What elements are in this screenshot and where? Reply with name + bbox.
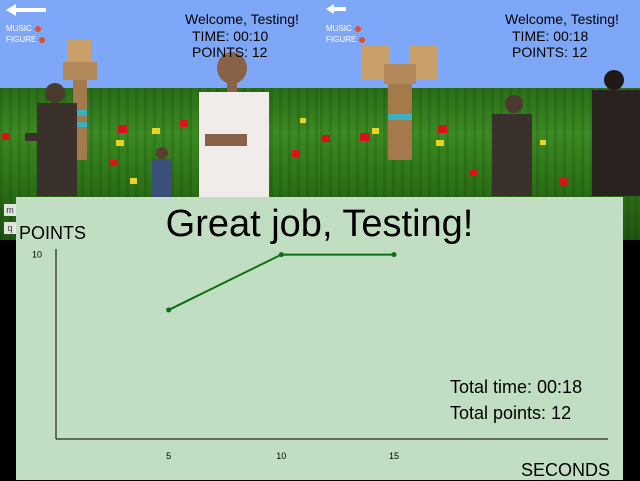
person-background <box>152 147 172 197</box>
person-left <box>25 83 77 196</box>
points-chart: 5 10 15 10 <box>32 249 608 461</box>
person-left <box>492 95 532 196</box>
x-tick-label: 15 <box>389 451 399 461</box>
points-readout: POINTS: 12 <box>192 44 268 60</box>
blocky-figure <box>63 40 97 160</box>
results-title: Great job, Testing! <box>165 203 474 245</box>
y-tick-label: 10 <box>32 250 42 260</box>
person-center <box>199 52 269 197</box>
back-arrow-icon[interactable] <box>324 3 348 15</box>
data-point <box>391 252 397 258</box>
figure-toggle[interactable]: FIGURE <box>326 35 366 45</box>
y-axis-label: POINTS <box>19 223 87 243</box>
music-toggle[interactable]: MUSIC <box>326 24 361 34</box>
series-line <box>168 253 394 311</box>
music-toggle-icon <box>34 25 41 32</box>
total-time-text: Total time: 00:18 <box>450 377 583 397</box>
side-tab-q[interactable]: q <box>4 222 16 234</box>
points-readout: POINTS: 12 <box>512 44 588 60</box>
figure-toggle-icon <box>359 36 366 43</box>
figure-toggle-icon <box>39 36 46 43</box>
game-view-left[interactable]: MUSIC FIGURE Welcome, Testing! TIME: 00:… <box>0 0 320 240</box>
data-point <box>166 307 172 313</box>
side-tab-m[interactable]: m <box>4 204 16 216</box>
results-panel: Great job, Testing! POINTS SECONDS 5 10 15… <box>16 197 623 480</box>
music-toggle-icon <box>354 25 361 32</box>
total-points-text: Total points: 12 <box>450 403 572 423</box>
x-tick-label: 5 <box>166 451 171 461</box>
figure-toggle[interactable]: FIGURE <box>6 35 46 45</box>
person-right <box>592 70 640 196</box>
time-readout: TIME: 00:10 <box>192 28 269 44</box>
time-readout: TIME: 00:18 <box>512 28 589 44</box>
back-arrow-icon[interactable] <box>4 3 48 17</box>
sky <box>0 0 320 90</box>
welcome-text: Welcome, Testing! <box>185 11 299 27</box>
welcome-text: Welcome, Testing! <box>505 11 619 27</box>
blocky-figure <box>362 46 438 160</box>
data-point <box>278 252 284 258</box>
x-axis-label: SECONDS <box>521 460 611 480</box>
music-toggle[interactable]: MUSIC <box>6 24 41 34</box>
x-tick-label: 10 <box>276 451 286 461</box>
